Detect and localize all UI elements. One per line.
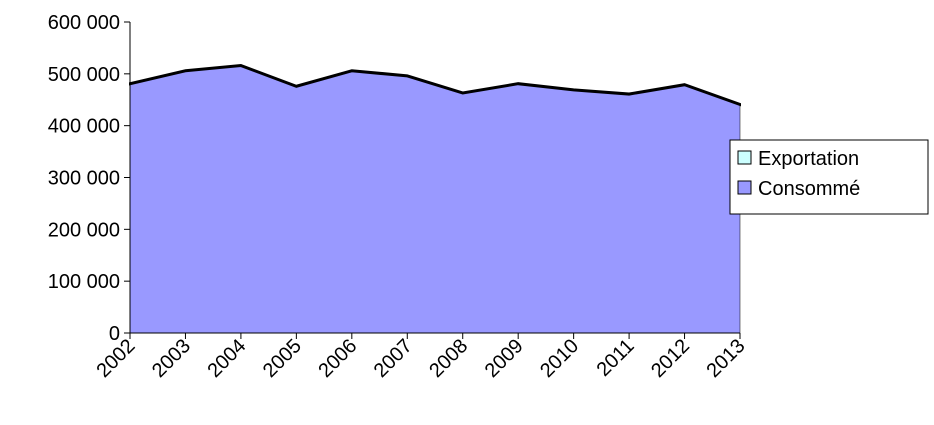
area [129,65,741,334]
x-tick-label: 2005 [259,335,306,382]
x-tick-label: 2008 [425,335,472,382]
x-tick-label: 2009 [481,335,528,382]
x-tick-label: 2002 [93,335,140,382]
x-tick-label: 2012 [647,335,694,382]
x-tick-label: 2013 [703,335,750,382]
y-tick-label: 100 000 [48,271,120,293]
legend-box [729,139,929,215]
y-tick-label: 500 000 [48,64,120,86]
legend-swatch [737,180,752,195]
y-tick-label: 600 000 [48,12,120,34]
legend-label: Exportation [758,148,859,170]
legend-swatch [737,150,752,165]
y-tick-label: 400 000 [48,116,120,138]
x-tick-label: 2004 [203,335,250,382]
y-tick-label: 0 [109,323,120,345]
x-tick-label: 2003 [148,335,195,382]
legend-label: Consommé [758,178,860,200]
x-tick-label: 2011 [593,335,639,381]
area [129,64,741,107]
x-tick-label: 2007 [370,335,417,382]
y-tick-label: 200 000 [48,219,120,241]
y-tick-label: 300 000 [48,168,120,190]
x-tick-label: 2010 [536,335,583,382]
x-tick-label: 2006 [314,335,361,382]
